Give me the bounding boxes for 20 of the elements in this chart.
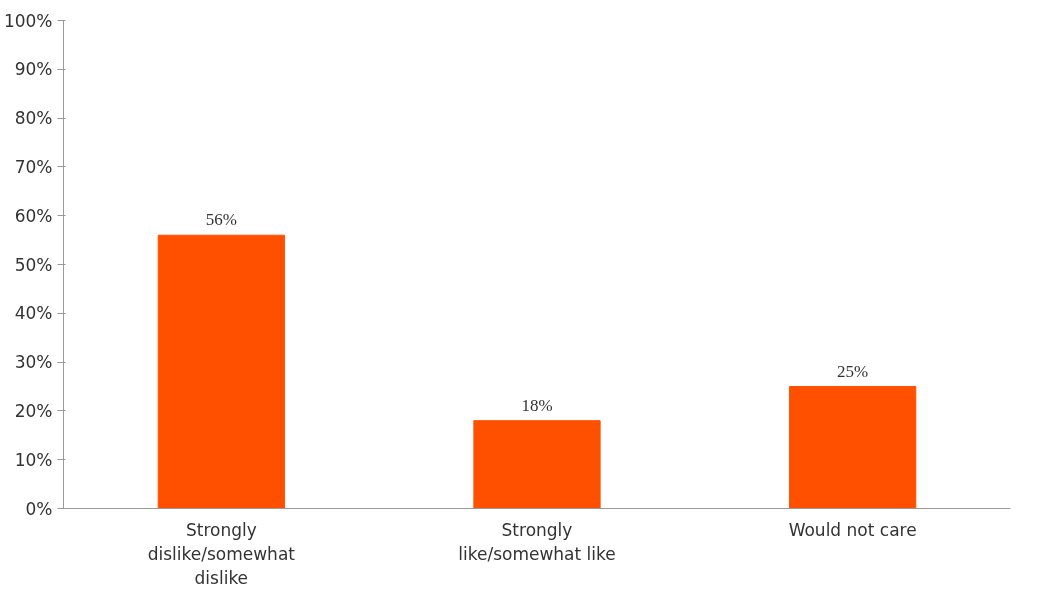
data-label: 18% [521,395,553,415]
y-tick-label: 0% [25,498,53,519]
y-tick-label: 20% [14,400,53,421]
y-tick-label: 100% [3,10,53,31]
y-tick-label: 90% [14,59,53,80]
x-tick-label: Would not care [788,519,917,540]
y-tick-label: 10% [14,449,53,470]
bar [789,386,917,509]
y-tick-label: 70% [14,156,53,177]
y-tick-label: 50% [14,254,53,275]
data-label: 56% [205,210,237,230]
y-tick-label: 30% [14,352,53,373]
bar [157,234,285,509]
y-tick-label: 80% [14,108,53,129]
data-label: 25% [837,361,869,381]
x-tick-label: Strongly dislike/somewhat dislike [147,519,296,588]
y-tick-label: 40% [14,303,53,324]
y-tick-label: 60% [14,205,53,226]
x-tick-label: Strongly like/somewhat like [458,519,616,564]
bar [473,420,601,509]
